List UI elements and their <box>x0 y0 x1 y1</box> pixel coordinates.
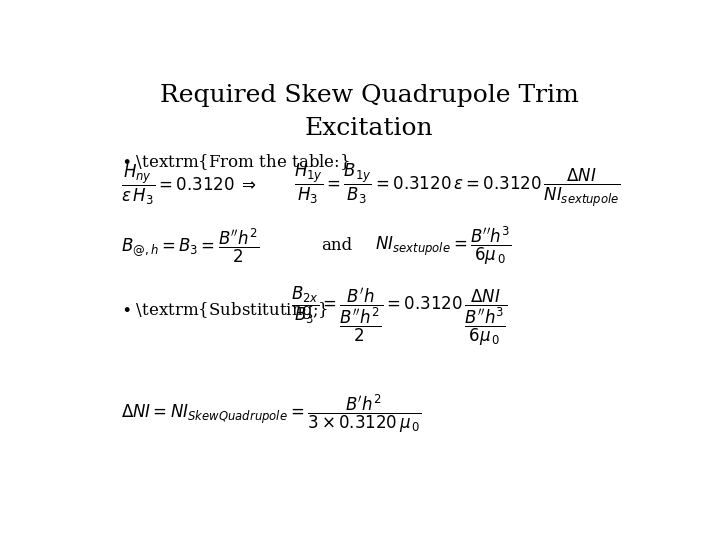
Text: $\dfrac{H_{1y}}{H_3} = \dfrac{B_{1y}}{B_3} = 0.3120\,\varepsilon = 0.3120\,\dfra: $\dfrac{H_{1y}}{H_3} = \dfrac{B_{1y}}{B_… <box>294 162 620 209</box>
Text: Required Skew Quadrupole Trim: Required Skew Quadrupole Trim <box>160 84 578 106</box>
Text: $\bullet\;$\textrm{From the table:}: $\bullet\;$\textrm{From the table:} <box>121 152 350 172</box>
Text: $B_{@,h} = B_3 = \dfrac{B^{\prime\prime} h^2}{2}$: $B_{@,h} = B_3 = \dfrac{B^{\prime\prime}… <box>121 226 259 265</box>
Text: $\dfrac{B_{2x}}{B_3} = \dfrac{B^{\prime} h}{\dfrac{B^{\prime\prime} h^2}{2}} = 0: $\dfrac{B_{2x}}{B_3} = \dfrac{B^{\prime}… <box>291 285 508 348</box>
Text: $NI_{sextupole} = \dfrac{B^{\prime\prime} h^3}{6\mu_{\,0}}$: $NI_{sextupole} = \dfrac{B^{\prime\prime… <box>374 225 511 267</box>
Text: $\bullet\;$\textrm{Substituting;}: $\bullet\;$\textrm{Substituting;} <box>121 300 328 321</box>
Text: Excitation: Excitation <box>305 117 433 140</box>
Text: $\dfrac{H_{ny}}{\varepsilon\, H_3} = 0.3120 \;\Rightarrow$: $\dfrac{H_{ny}}{\varepsilon\, H_3} = 0.3… <box>121 164 256 207</box>
Text: and: and <box>322 237 353 254</box>
Text: $\Delta NI = NI_{SkewQuadrupole} = \dfrac{B^{\prime} h^2}{3 \times 0.3120\, \mu_: $\Delta NI = NI_{SkewQuadrupole} = \dfra… <box>121 393 421 435</box>
